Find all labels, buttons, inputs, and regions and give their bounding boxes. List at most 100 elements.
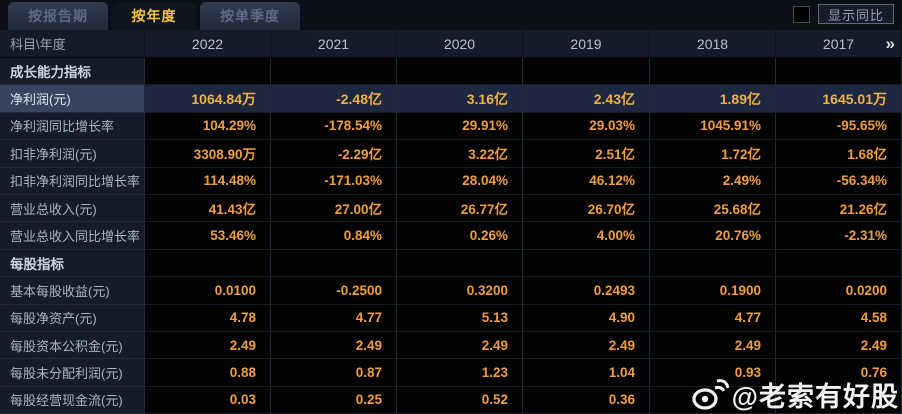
more-columns-chevron-icon[interactable]: » (885, 34, 895, 53)
cell-value: 0.36 (523, 386, 650, 414)
cell-empty (776, 58, 902, 86)
table-row-deducted-net-profit: 扣非净利润(元) 3308.90万 -2.29亿 3.22亿 2.51亿 1.7… (0, 140, 902, 168)
cell-empty (776, 249, 902, 278)
table-row-net-assets-per-share: 每股净资产(元) 4.78 4.77 5.13 4.90 4.77 4.58 (0, 304, 902, 332)
cell-value: 104.29% (145, 112, 271, 141)
year-header-2019: 2019 (523, 30, 650, 58)
cell-value: 1645.01万 (776, 85, 902, 113)
cell-value: 2.49 (397, 331, 523, 360)
show-yoy-button[interactable]: 显示同比 (817, 4, 894, 24)
cell-value: -95.65% (776, 112, 902, 141)
cell-value: 2.43亿 (523, 85, 650, 113)
cell-value: 0.84% (271, 222, 397, 250)
cell-value: 2.49 (776, 331, 902, 360)
cell-value: 0.25 (271, 386, 397, 414)
cell-empty (397, 249, 523, 278)
cell-empty (271, 249, 397, 278)
cell-value: 41.43亿 (145, 194, 271, 223)
cell-empty (397, 58, 523, 86)
year-header-2018: 2018 (650, 30, 776, 58)
cell-value: 4.78 (145, 304, 271, 332)
cell-value: 0.2493 (523, 277, 650, 305)
cell-value: 0.52 (397, 386, 523, 414)
row-label: 营业总收入同比增长率 (0, 222, 145, 250)
section-row-per-share: 每股指标 (0, 249, 902, 278)
cell-value: 26.70亿 (523, 194, 650, 223)
cell-value: 28.04% (397, 167, 523, 195)
row-label: 基本每股收益(元) (0, 277, 145, 305)
year-header-2017-label: 2017 (822, 35, 855, 52)
cell-value: 27.00亿 (271, 194, 397, 223)
cell-value: 3308.90万 (145, 140, 271, 168)
cell-value: 2.49 (523, 331, 650, 360)
cell-value: 0.1900 (650, 277, 776, 305)
cell-empty (271, 58, 397, 86)
cell-value: 29.91% (397, 112, 523, 141)
row-label: 净利润同比增长率 (0, 112, 145, 141)
tab-by-report-period[interactable]: 按报告期 (8, 2, 108, 30)
cell-value: -2.29亿 (271, 140, 397, 168)
cell-empty (145, 249, 271, 278)
show-yoy-checkbox[interactable] (792, 5, 810, 23)
cell-value: 4.77 (650, 304, 776, 332)
cell-value: 1064.84万 (145, 85, 271, 113)
year-header-2022: 2022 (145, 30, 271, 58)
row-label: 每股经营现金流(元) (0, 386, 145, 414)
row-label: 扣非净利润同比增长率 (0, 167, 145, 195)
cell-value: 2.51亿 (523, 140, 650, 168)
cell-value: 4.77 (271, 304, 397, 332)
table-row-capital-reserve-per-share: 每股资本公积金(元) 2.49 2.49 2.49 2.49 2.49 2.49 (0, 331, 902, 360)
cell-empty (650, 249, 776, 278)
year-header-2020: 2020 (397, 30, 523, 58)
cell-value: 3.16亿 (397, 85, 523, 113)
tab-bar-right-controls: 显示同比 (792, 4, 894, 24)
cell-value: 25.68亿 (650, 194, 776, 223)
section-title: 成长能力指标 (0, 58, 145, 86)
cell-value: -178.54% (271, 112, 397, 141)
table-row-total-revenue-yoy: 营业总收入同比增长率 53.46% 0.84% 0.26% 4.00% 20.7… (0, 222, 902, 250)
row-label: 净利润(元) (0, 85, 145, 113)
cell-value: 4.00% (523, 222, 650, 250)
row-label: 每股净资产(元) (0, 304, 145, 332)
cell-value: 0.76 (776, 359, 902, 387)
cell-value: 0.3200 (397, 277, 523, 305)
cell-value: 21.26亿 (776, 194, 902, 223)
year-header-2021: 2021 (271, 30, 397, 58)
cell-value: 46.12% (523, 167, 650, 195)
cell-value: -0.2500 (271, 277, 397, 305)
cell-value: 26.77亿 (397, 194, 523, 223)
cell-value: 0.26% (397, 222, 523, 250)
cell-value: -171.03% (271, 167, 397, 195)
cell-value: 53.46% (145, 222, 271, 250)
cell-value: -2.48亿 (271, 85, 397, 113)
section-title: 每股指标 (0, 249, 145, 278)
section-row-growth: 成长能力指标 (0, 58, 902, 86)
table-row-operating-cash-flow-per-share: 每股经营现金流(元) 0.03 0.25 0.52 0.36 (0, 386, 902, 414)
cell-empty (523, 58, 650, 86)
cell-value: 2.49 (145, 331, 271, 360)
cell-value: 0.88 (145, 359, 271, 387)
cell-value: -2.31% (776, 222, 902, 250)
cell-empty (145, 58, 271, 86)
cell-value: 2.49 (271, 331, 397, 360)
cell-value (776, 386, 902, 414)
cell-value: -56.34% (776, 167, 902, 195)
tab-bar: 按报告期 按年度 按单季度 显示同比 (0, 0, 902, 30)
table-row-deducted-net-profit-yoy: 扣非净利润同比增长率 114.48% -171.03% 28.04% 46.12… (0, 167, 902, 195)
tab-by-quarter[interactable]: 按单季度 (200, 2, 300, 30)
table-body: 成长能力指标 净利润(元) 1064.84万 -2.48亿 3.16亿 2.43… (0, 58, 902, 414)
table-row-basic-eps: 基本每股收益(元) 0.0100 -0.2500 0.3200 0.2493 0… (0, 277, 902, 305)
row-label: 每股资本公积金(元) (0, 331, 145, 360)
cell-value: 0.93 (650, 359, 776, 387)
table-row-net-profit: 净利润(元) 1064.84万 -2.48亿 3.16亿 2.43亿 1.89亿… (0, 85, 902, 113)
cell-value: 5.13 (397, 304, 523, 332)
tab-by-year[interactable]: 按年度 (112, 2, 196, 30)
cell-empty (523, 249, 650, 278)
cell-value: 114.48% (145, 167, 271, 195)
row-label: 每股未分配利润(元) (0, 359, 145, 387)
cell-value: 4.90 (523, 304, 650, 332)
cell-value: 1.04 (523, 359, 650, 387)
corner-header: 科目\年度 (0, 30, 145, 58)
year-header-2017: 2017 » (776, 30, 902, 58)
cell-value: 29.03% (523, 112, 650, 141)
